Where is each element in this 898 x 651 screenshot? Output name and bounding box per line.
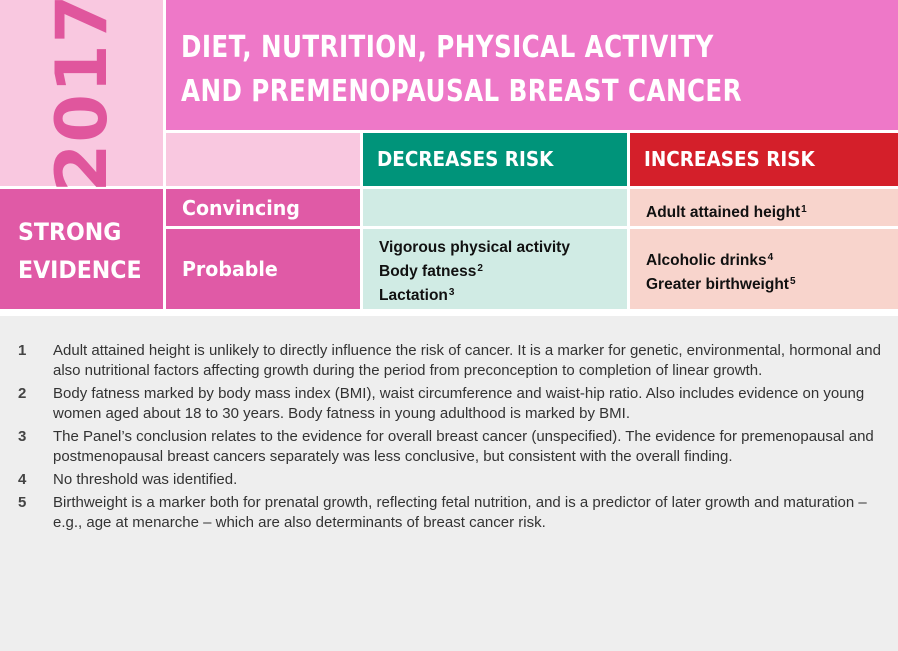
footnote: 4 No threshold was identified. xyxy=(18,470,898,490)
strong-evidence-line-1: STRONG xyxy=(18,218,122,246)
footnote: 5 Birthweight is a marker both for prena… xyxy=(18,493,898,533)
probable-decreases-cell: Vigorous physical activity Body fatness2… xyxy=(363,229,627,309)
convincing-label: Convincing xyxy=(182,196,300,220)
footnotes-panel: 1 Adult attained height is unlikely to d… xyxy=(0,316,898,651)
footnote-number: 4 xyxy=(18,471,27,488)
footnote-text: Adult attained height is unlikely to dir… xyxy=(53,342,881,379)
year-panel: 2017 xyxy=(0,0,163,192)
probable-label-cell: Probable xyxy=(166,229,360,309)
list-item: Alcoholic drinks4 xyxy=(646,252,774,269)
convincing-label-cell: Convincing xyxy=(166,189,360,226)
title-line-1: DIET, NUTRITION, PHYSICAL ACTIVITY xyxy=(181,30,714,65)
strong-evidence-cell: STRONG EVIDENCE xyxy=(0,189,163,309)
title-panel: DIET, NUTRITION, PHYSICAL ACTIVITY AND P… xyxy=(166,0,898,130)
footnote-number: 5 xyxy=(18,494,27,511)
convincing-decreases-cell xyxy=(363,189,627,226)
strong-evidence-line-2: EVIDENCE xyxy=(18,256,142,284)
header-blank-cell xyxy=(166,133,360,186)
footnote-number: 3 xyxy=(18,428,27,445)
footnote-text: The Panel’s conclusion relates to the ev… xyxy=(53,428,874,465)
list-item: Adult attained height1 xyxy=(646,204,807,221)
probable-label: Probable xyxy=(182,257,278,281)
decreases-risk-header: DECREASES RISK xyxy=(363,133,627,186)
convincing-increases-cell: Adult attained height1 xyxy=(630,189,898,226)
title-line-2: AND PREMENOPAUSAL BREAST CANCER xyxy=(181,74,742,109)
list-item: Lactation3 xyxy=(379,287,455,304)
increases-risk-label: INCREASES RISK xyxy=(644,147,815,171)
footnote: 3 The Panel’s conclusion relates to the … xyxy=(18,427,898,467)
probable-increases-cell: Alcoholic drinks4 Greater birthweight5 xyxy=(630,229,898,309)
list-item: Body fatness2 xyxy=(379,263,483,280)
footnote: 2 Body fatness marked by body mass index… xyxy=(18,384,898,424)
footnote-text: No threshold was identified. xyxy=(53,471,238,488)
year-label: 2017 xyxy=(41,0,123,193)
footnote-text: Birthweight is a marker both for prenata… xyxy=(53,494,867,531)
footnote-text: Body fatness marked by body mass index (… xyxy=(53,385,865,422)
list-item: Greater birthweight5 xyxy=(646,276,796,293)
footnote: 1 Adult attained height is unlikely to d… xyxy=(18,341,898,381)
increases-risk-header: INCREASES RISK xyxy=(630,133,898,186)
footnote-number: 1 xyxy=(18,342,27,359)
decreases-risk-label: DECREASES RISK xyxy=(377,147,554,171)
footnote-number: 2 xyxy=(18,385,27,402)
list-item: Vigorous physical activity xyxy=(379,239,570,256)
